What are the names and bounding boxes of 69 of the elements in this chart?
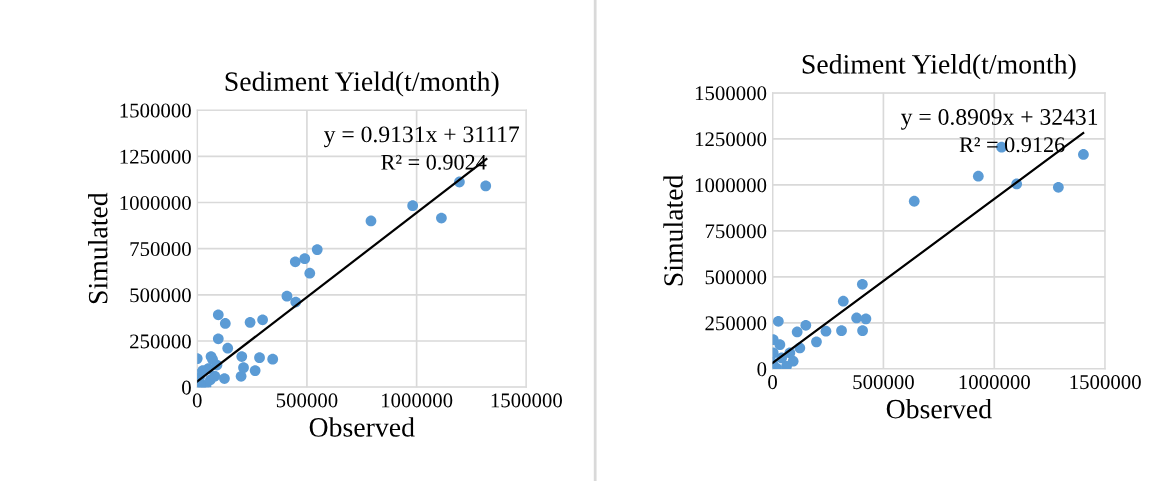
x-tick-label: 0 — [192, 393, 202, 408]
point — [774, 339, 786, 351]
point — [254, 352, 265, 364]
point — [407, 200, 419, 212]
x-tick-label: 500000 — [853, 375, 914, 390]
y-tick-label: 250000 — [130, 334, 191, 349]
point — [820, 325, 832, 337]
x-tick-label: 1500000 — [491, 393, 562, 408]
y-tick-label: 1500000 — [695, 86, 767, 101]
point — [281, 290, 293, 302]
y-tick-label: 250000 — [705, 316, 767, 331]
y-tick-label: 750000 — [705, 224, 767, 239]
y-tick-label: 0 — [757, 362, 767, 377]
y-tick-label: 500000 — [130, 288, 191, 303]
y-axis-title: Simulated — [88, 192, 108, 304]
point — [212, 309, 224, 321]
x-tick-label: 1500000 — [1070, 375, 1141, 390]
point — [299, 253, 311, 265]
y-tick-label: 750000 — [130, 242, 191, 257]
point — [209, 370, 221, 382]
point — [236, 351, 248, 362]
x-tick-label: 500000 — [276, 393, 338, 408]
y-tick-label: 1500000 — [120, 103, 191, 118]
point — [219, 318, 231, 329]
point — [836, 325, 847, 337]
point — [219, 373, 230, 384]
point — [311, 244, 323, 255]
y-tick-label: 1000000 — [120, 195, 191, 210]
point — [244, 316, 256, 328]
point — [480, 180, 492, 192]
x-tick-label: 0 — [768, 375, 777, 390]
point — [1078, 149, 1089, 160]
point — [267, 353, 279, 365]
point — [436, 212, 447, 224]
point — [837, 295, 849, 307]
point — [856, 278, 868, 290]
point — [212, 333, 224, 345]
annotation: y = 0.9131x + 31117 — [323, 126, 520, 148]
point — [1052, 181, 1064, 193]
point — [289, 256, 301, 268]
chart-title: Sediment Yield(t/month) — [225, 71, 499, 97]
x-axis-title: Observed — [309, 417, 415, 437]
y-tick-label: 500000 — [705, 270, 767, 285]
annotation: y = 0.8909x + 32431 — [900, 108, 1098, 130]
point — [238, 362, 249, 374]
point — [908, 195, 920, 207]
point — [257, 314, 268, 326]
point — [860, 313, 872, 325]
point — [365, 215, 377, 227]
y-tick-label: 1250000 — [695, 132, 767, 147]
x-tick-label: 1000000 — [959, 375, 1030, 390]
y-tick-label: 1250000 — [120, 149, 191, 164]
point — [304, 267, 316, 279]
point — [811, 336, 822, 348]
x-axis-title: Observed — [886, 398, 992, 419]
point — [800, 319, 812, 331]
point — [772, 315, 784, 327]
point — [235, 370, 247, 382]
point — [972, 170, 984, 182]
x-tick-label: 1000000 — [381, 393, 453, 408]
y-tick-label: 1000000 — [695, 178, 767, 193]
point — [791, 326, 803, 338]
point — [857, 325, 868, 337]
point — [249, 365, 261, 376]
annotation: R² = 0.9126 — [959, 137, 1065, 153]
y-axis-title: Simulated — [663, 174, 683, 286]
chart-title: Sediment Yield(t/month) — [802, 54, 1076, 80]
point — [851, 312, 862, 324]
point — [222, 342, 234, 354]
